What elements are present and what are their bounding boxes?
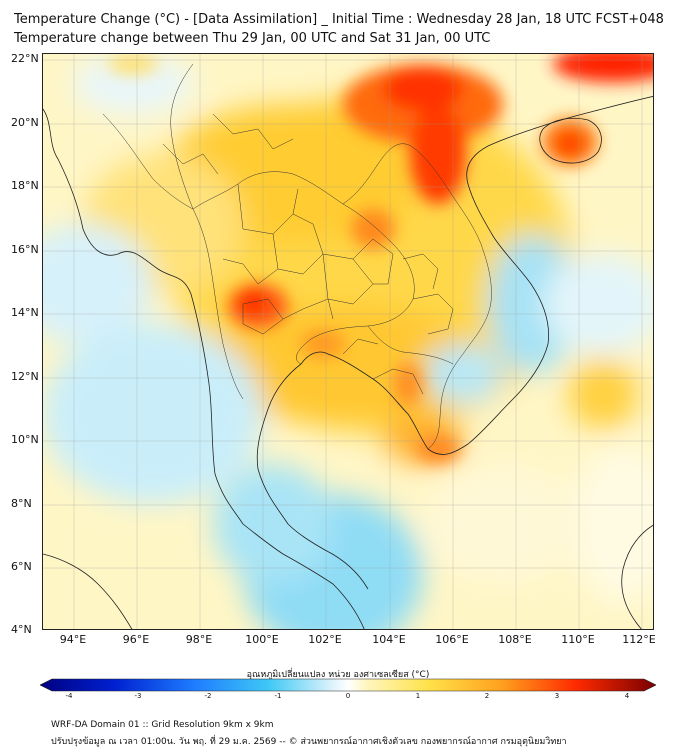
lon-label: 102°E xyxy=(308,633,342,646)
lon-label: 112°E xyxy=(622,633,656,646)
footer-credit: ปรับปรุงข้อมูล ณ เวลา 01:00น. วัน พฤ. ที… xyxy=(51,737,567,747)
coastlines xyxy=(43,96,653,629)
lat-label: 20°N xyxy=(11,116,39,129)
colorbar-tick: 1 xyxy=(415,692,421,700)
colorbar-tick: -1 xyxy=(274,692,282,700)
colorbar-tick: -4 xyxy=(65,692,73,700)
lat-label: 16°N xyxy=(11,243,39,256)
colorbar-tick: 4 xyxy=(624,692,630,700)
lat-label: 8°N xyxy=(11,497,32,510)
footer-model-info: WRF-DA Domain 01 :: Grid Resolution 9km … xyxy=(51,720,274,730)
lat-label: 18°N xyxy=(11,179,39,192)
admin-boundaries xyxy=(102,63,492,450)
lon-label: 106°E xyxy=(435,633,469,646)
colorbar-tick: -3 xyxy=(134,692,142,700)
graticule xyxy=(43,54,653,629)
lon-label: 110°E xyxy=(561,633,595,646)
lon-label: 96°E xyxy=(122,633,150,646)
lat-label: 14°N xyxy=(11,306,39,319)
lon-label: 94°E xyxy=(59,633,87,646)
lat-label: 22°N xyxy=(11,52,39,65)
lon-label: 100°E xyxy=(245,633,279,646)
colorbar-label: อุณหภูมิเปลี่ยนแปลง หน่วย องศาเซลเซียส (… xyxy=(246,670,430,680)
lat-label: 10°N xyxy=(11,433,39,446)
lat-label: 4°N xyxy=(11,623,32,636)
colorbar-tick: 3 xyxy=(554,692,560,700)
lon-label: 104°E xyxy=(372,633,406,646)
map-canvas xyxy=(43,54,653,629)
colorbar-tick: 0 xyxy=(345,692,351,700)
map-title: Temperature Change (°C) - [Data Assimila… xyxy=(14,12,664,27)
lon-label: 98°E xyxy=(185,633,213,646)
temperature-change-map xyxy=(42,53,654,630)
colorbar xyxy=(40,678,656,692)
lon-label: 108°E xyxy=(498,633,532,646)
lat-label: 12°N xyxy=(11,370,39,383)
map-subtitle: Temperature change between Thu 29 Jan, 0… xyxy=(14,31,491,46)
colorbar-tick: 2 xyxy=(484,692,490,700)
colorbar-tick: -2 xyxy=(204,692,212,700)
lat-label: 6°N xyxy=(11,560,32,573)
